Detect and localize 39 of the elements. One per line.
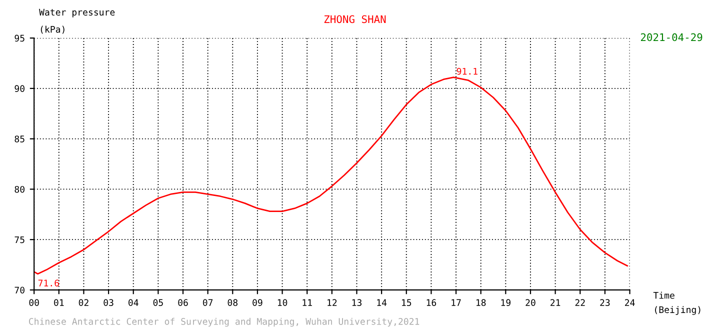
x-tick-label: 21 <box>550 299 560 306</box>
x-tick-label: 18 <box>476 299 486 306</box>
x-tick-label: 07 <box>202 299 213 306</box>
y-tick-label: 95 <box>14 34 24 42</box>
x-tick-label: 24 <box>625 299 635 306</box>
chart-title: ZHONG SHAN <box>324 15 386 24</box>
text: Chinese Antarctic Center of Surveying and Mapping, Wuhan University,2021 <box>29 318 420 327</box>
x-axis-title: Time (Beijing) <box>653 292 700 315</box>
y-tick-label: 75 <box>14 236 24 244</box>
x-tick-label: 20 <box>526 299 536 306</box>
x-tick-label: 10 <box>278 299 288 306</box>
x-tick-label: 22 <box>575 299 585 306</box>
x-tick-label: 11 <box>302 299 312 306</box>
x-tick-label: 06 <box>178 299 188 306</box>
annotation: 91.1 <box>456 68 478 75</box>
x-tick-label: 02 <box>78 299 88 306</box>
x-tick-label: 12 <box>328 299 337 306</box>
text: 2021-04-29 <box>640 33 702 42</box>
x-tick-label: 00 <box>29 299 39 306</box>
x-tick-label: 08 <box>228 299 238 306</box>
x-tick-label: 04 <box>128 299 138 306</box>
x-tick-label: 16 <box>426 299 436 306</box>
x-tick-label: 03 <box>104 299 114 306</box>
y-tick-label: 70 <box>14 286 24 294</box>
x-tick-label: 01 <box>54 299 64 306</box>
line-series <box>34 76 628 275</box>
x-tick-label: 14 <box>377 299 387 306</box>
x-tick-label: 23 <box>600 299 610 306</box>
y-tick-label: 80 <box>14 186 24 193</box>
x-tick-label: 13 <box>352 299 362 306</box>
y-tick-label: 85 <box>14 136 24 142</box>
y-axis-title: Water pressure (kPa) <box>39 8 115 34</box>
y-tick-label: 90 <box>14 85 24 92</box>
x-tick-label: 09 <box>252 299 262 306</box>
x-tick-label: 15 <box>402 299 412 306</box>
x-tick-label: 05 <box>153 299 163 306</box>
annotation: 71.6 <box>38 280 59 286</box>
x-tick-label: 17 <box>452 299 461 306</box>
x-tick-label: 19 <box>501 299 510 306</box>
